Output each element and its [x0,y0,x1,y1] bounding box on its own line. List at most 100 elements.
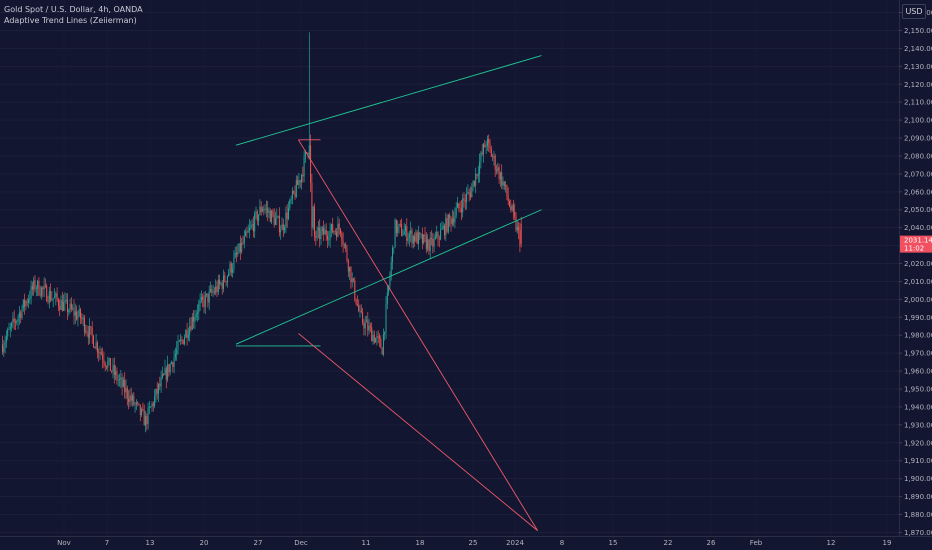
candle-body[interactable] [126,387,128,399]
candle-body[interactable] [85,331,87,332]
candle-body[interactable] [471,187,473,198]
candle-body[interactable] [505,184,507,187]
candle-body[interactable] [310,145,312,183]
chart-legend[interactable]: Gold Spot / U.S. Dollar, 4h, OANDA Adapt… [4,4,143,26]
candle-body[interactable] [516,226,518,231]
candle-body[interactable] [163,374,165,376]
candle-body[interactable] [152,403,154,406]
candle-body[interactable] [18,312,20,317]
candle-body[interactable] [462,198,464,213]
candle-body[interactable] [185,330,187,338]
candle-body[interactable] [429,237,431,252]
candle-body[interactable] [431,237,432,239]
candle-body[interactable] [64,300,66,303]
candle-body[interactable] [184,337,185,345]
candle-body[interactable] [330,224,332,231]
candle-body[interactable] [338,223,340,230]
candle-body[interactable] [134,404,136,405]
candle-body[interactable] [258,214,260,222]
candle-body[interactable] [433,238,435,247]
candle-body[interactable] [480,152,482,162]
candle-body[interactable] [82,317,84,320]
candle-body[interactable] [86,331,88,333]
candle-body[interactable] [332,224,334,233]
candle-body[interactable] [226,275,228,282]
candle-body[interactable] [54,296,55,299]
candle-body[interactable] [102,354,104,360]
candle-body[interactable] [477,173,479,176]
candle-body[interactable] [96,342,98,353]
candle-body[interactable] [444,225,445,236]
candle-body[interactable] [52,298,54,300]
candle-body[interactable] [353,278,354,281]
candle-body[interactable] [161,374,163,378]
candle-body[interactable] [398,223,400,227]
candle-body[interactable] [402,234,404,236]
candle-body[interactable] [437,232,439,239]
candle-body[interactable] [137,402,139,404]
candle-body[interactable] [37,280,39,289]
candle-body[interactable] [297,180,299,185]
candle-body[interactable] [327,235,328,240]
candle-body[interactable] [360,310,362,313]
candle-body[interactable] [377,336,379,338]
candle-body[interactable] [284,227,286,231]
candle-body[interactable] [324,229,326,235]
candle-body[interactable] [347,260,349,272]
candle-body[interactable] [25,301,27,307]
candle-body[interactable] [368,326,370,331]
candle-body[interactable] [60,300,62,310]
candle-body[interactable] [314,207,315,236]
candle-body[interactable] [371,327,373,342]
candle-body[interactable] [286,212,288,219]
candle-body[interactable] [215,286,217,293]
candle-body[interactable] [424,234,426,237]
candle-body[interactable] [470,193,471,198]
candle-body[interactable] [447,214,449,232]
candle-body[interactable] [186,330,188,338]
candle-body[interactable] [199,300,201,305]
candle-body[interactable] [73,308,75,316]
candle-body[interactable] [367,320,369,331]
candle-body[interactable] [340,229,341,234]
candle-body[interactable] [13,318,15,322]
candle-body[interactable] [42,287,44,290]
candle-body[interactable] [280,229,282,233]
candle-body[interactable] [358,305,360,312]
candle-body[interactable] [319,227,321,240]
candle-body[interactable] [224,275,226,282]
candle-body[interactable] [366,320,367,323]
candle-body[interactable] [167,364,169,380]
candle-body[interactable] [77,315,79,320]
candle-body[interactable] [132,395,133,401]
candle-body[interactable] [217,279,219,293]
candle-body[interactable] [103,359,105,364]
candle-body[interactable] [34,280,36,290]
candle-body[interactable] [333,231,335,233]
candle-body[interactable] [514,211,516,217]
candle-body[interactable] [33,280,35,290]
candle-body[interactable] [281,224,283,230]
candle-body[interactable] [61,300,63,311]
candle-body[interactable] [233,257,235,269]
candle-body[interactable] [450,218,452,225]
candle-body[interactable] [63,302,65,311]
candle-body[interactable] [299,180,301,183]
candle-body[interactable] [494,155,496,170]
candle-body[interactable] [288,207,289,219]
candle-body[interactable] [211,288,213,293]
candle-body[interactable] [259,206,261,215]
candle-body[interactable] [122,380,124,387]
candle-body[interactable] [311,182,313,228]
candle-body[interactable] [317,227,319,231]
candle-body[interactable] [389,276,391,286]
candle-body[interactable] [220,282,222,284]
candle-body[interactable] [273,214,275,225]
candle-body[interactable] [510,206,512,210]
candle-body[interactable] [421,234,423,244]
candle-body[interactable] [356,304,358,306]
candle-body[interactable] [407,238,409,241]
candle-body[interactable] [17,316,19,321]
candle-body[interactable] [30,286,32,299]
candle-body[interactable] [243,236,245,244]
